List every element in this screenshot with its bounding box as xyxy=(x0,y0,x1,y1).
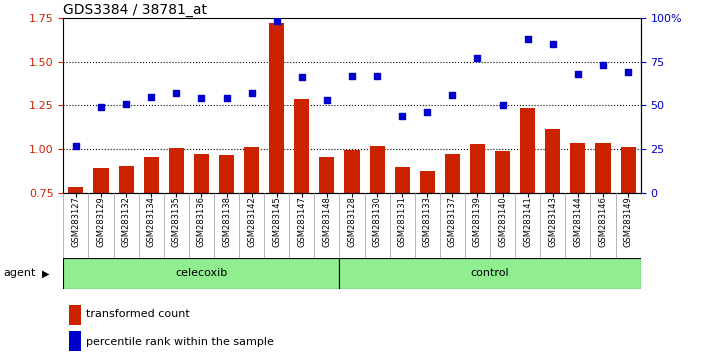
Point xyxy=(70,143,82,148)
Bar xyxy=(370,145,384,193)
Point xyxy=(170,90,182,96)
Text: GSM283136: GSM283136 xyxy=(197,196,206,247)
Text: GSM283140: GSM283140 xyxy=(498,196,507,247)
Bar xyxy=(144,157,158,193)
Text: GSM283130: GSM283130 xyxy=(372,196,382,247)
Point xyxy=(120,101,132,107)
Point xyxy=(346,73,358,78)
Text: GSM283149: GSM283149 xyxy=(624,196,633,247)
Bar xyxy=(344,150,360,193)
Bar xyxy=(395,167,410,193)
Bar xyxy=(546,129,560,193)
Text: GSM283145: GSM283145 xyxy=(272,196,281,247)
Point xyxy=(196,96,207,101)
Point xyxy=(522,36,534,41)
Point xyxy=(547,41,558,47)
Point xyxy=(221,96,232,101)
Text: GSM283133: GSM283133 xyxy=(423,196,432,247)
Point xyxy=(296,74,308,80)
Bar xyxy=(269,23,284,193)
Point xyxy=(622,69,634,75)
Text: GSM283141: GSM283141 xyxy=(523,196,532,247)
Text: GDS3384 / 38781_at: GDS3384 / 38781_at xyxy=(63,3,208,17)
Point xyxy=(146,94,157,99)
Bar xyxy=(294,99,309,193)
Bar xyxy=(470,144,485,193)
Text: ▶: ▶ xyxy=(42,268,50,279)
Text: GSM283142: GSM283142 xyxy=(247,196,256,247)
Bar xyxy=(445,154,460,193)
Bar xyxy=(596,143,610,193)
Bar xyxy=(118,166,134,193)
Bar xyxy=(69,331,81,351)
Text: transformed count: transformed count xyxy=(87,309,190,319)
Text: GSM283134: GSM283134 xyxy=(146,196,156,247)
Text: GSM283148: GSM283148 xyxy=(322,196,332,247)
Bar xyxy=(63,258,339,289)
Bar xyxy=(219,155,234,193)
Bar xyxy=(320,157,334,193)
Bar xyxy=(169,148,184,193)
Text: control: control xyxy=(471,268,510,279)
Text: GSM283127: GSM283127 xyxy=(71,196,80,247)
Point xyxy=(95,104,106,110)
Bar xyxy=(570,143,586,193)
Bar xyxy=(620,147,636,193)
Point xyxy=(598,62,609,68)
Point xyxy=(372,73,383,78)
Point xyxy=(497,103,508,108)
Text: GSM283144: GSM283144 xyxy=(573,196,582,247)
Point xyxy=(396,113,408,119)
Text: GSM283147: GSM283147 xyxy=(297,196,306,247)
Text: agent: agent xyxy=(4,268,36,279)
Text: GSM283129: GSM283129 xyxy=(96,196,106,247)
Text: GSM283139: GSM283139 xyxy=(473,196,482,247)
Text: celecoxib: celecoxib xyxy=(175,268,227,279)
Point xyxy=(422,109,433,115)
Text: percentile rank within the sample: percentile rank within the sample xyxy=(87,337,275,347)
Bar xyxy=(94,167,108,193)
Text: GSM283146: GSM283146 xyxy=(598,196,608,247)
Point xyxy=(472,55,483,61)
Bar xyxy=(244,147,259,193)
Text: GSM283128: GSM283128 xyxy=(348,196,356,247)
Text: GSM283132: GSM283132 xyxy=(122,196,131,247)
Bar xyxy=(194,154,209,193)
Point xyxy=(447,92,458,98)
Bar xyxy=(339,258,641,289)
Point xyxy=(246,90,257,96)
Text: GSM283143: GSM283143 xyxy=(548,196,558,247)
Bar xyxy=(520,108,535,193)
Bar xyxy=(69,305,81,325)
Point xyxy=(271,18,282,24)
Point xyxy=(321,97,332,103)
Point xyxy=(572,71,584,76)
Bar xyxy=(68,187,84,193)
Text: GSM283135: GSM283135 xyxy=(172,196,181,247)
Text: GSM283131: GSM283131 xyxy=(398,196,407,247)
Text: GSM283138: GSM283138 xyxy=(222,196,231,247)
Bar xyxy=(420,171,435,193)
Bar xyxy=(495,151,510,193)
Text: GSM283137: GSM283137 xyxy=(448,196,457,247)
